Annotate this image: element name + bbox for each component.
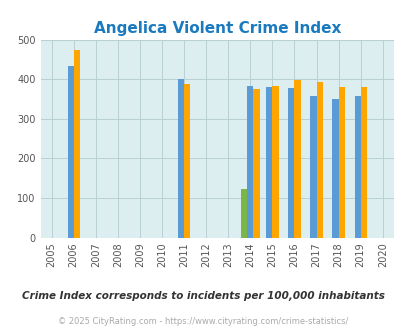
Bar bbox=[241, 189, 247, 238]
Bar bbox=[360, 87, 366, 238]
Bar bbox=[309, 96, 316, 238]
Bar bbox=[294, 81, 300, 238]
Bar bbox=[266, 87, 272, 238]
Bar bbox=[183, 84, 190, 238]
Bar bbox=[354, 96, 360, 238]
Bar bbox=[272, 86, 278, 238]
Bar bbox=[247, 85, 253, 238]
Bar bbox=[332, 99, 338, 238]
Title: Angelica Violent Crime Index: Angelica Violent Crime Index bbox=[93, 21, 340, 36]
Bar bbox=[338, 87, 344, 238]
Bar bbox=[67, 66, 74, 238]
Text: © 2025 CityRating.com - https://www.cityrating.com/crime-statistics/: © 2025 CityRating.com - https://www.city… bbox=[58, 317, 347, 326]
Bar bbox=[316, 82, 322, 238]
Text: Crime Index corresponds to incidents per 100,000 inhabitants: Crime Index corresponds to incidents per… bbox=[21, 291, 384, 301]
Bar bbox=[177, 79, 183, 238]
Bar bbox=[253, 89, 259, 238]
Bar bbox=[74, 50, 80, 238]
Bar bbox=[288, 88, 294, 238]
